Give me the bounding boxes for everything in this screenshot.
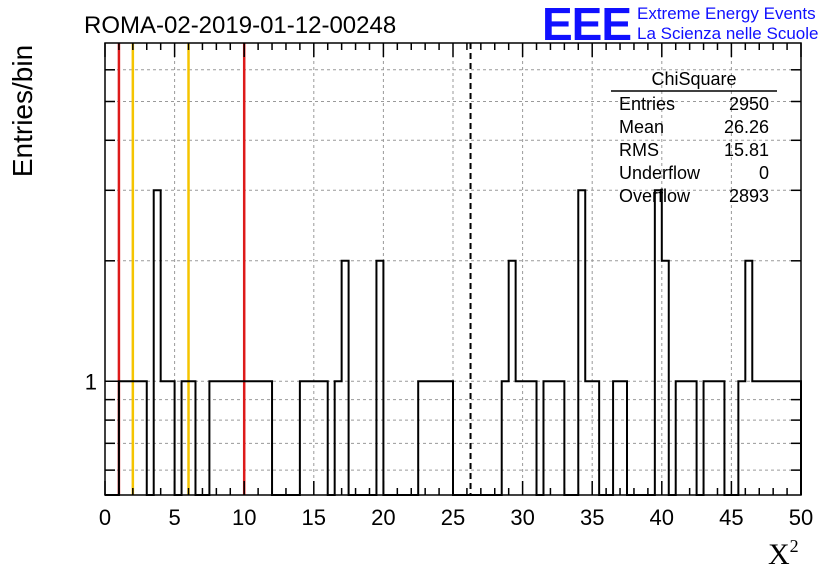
- stats-label-overflow: Overflow: [619, 186, 691, 206]
- stats-box: ChiSquare Entries 2950 Mean 26.26 RMS 15…: [611, 69, 777, 206]
- x-tick-label: 0: [99, 505, 111, 530]
- run-title: ROMA-02-2019-01-12-00248: [84, 12, 396, 39]
- axis-ticks: [104, 43, 802, 495]
- x-tick-label: 25: [441, 505, 465, 530]
- logo-line-1: Extreme Energy Events: [637, 4, 816, 23]
- x-tick-label: 15: [302, 505, 326, 530]
- y-tick-labels: 1: [85, 369, 97, 394]
- x-tick-label: 5: [168, 505, 180, 530]
- x-axis-label: X2: [768, 536, 799, 571]
- x-tick-label: 35: [580, 505, 604, 530]
- eee-logo: EEE Extreme Energy Events La Scienza nel…: [542, 0, 818, 50]
- stats-label-mean: Mean: [619, 117, 664, 137]
- logo-text: EEE: [542, 0, 631, 50]
- stats-label-entries: Entries: [619, 94, 675, 114]
- stats-title: ChiSquare: [651, 69, 736, 89]
- x-tick-label: 50: [789, 505, 813, 530]
- x-tick-label: 30: [510, 505, 534, 530]
- x-axis-label-superscript: 2: [790, 536, 799, 556]
- y-axis-label: Entries/bin: [7, 45, 38, 177]
- stats-value-rms: 15.81: [724, 140, 769, 160]
- logo-line-2: La Scienza nelle Scuole: [637, 24, 818, 43]
- x-tick-label: 10: [232, 505, 256, 530]
- stats-value-underflow: 0: [759, 163, 769, 183]
- stats-label-underflow: Underflow: [619, 163, 701, 183]
- y-tick-label: 1: [85, 369, 97, 394]
- stats-value-entries: 2950: [729, 94, 769, 114]
- x-tick-label: 20: [371, 505, 395, 530]
- x-tick-label: 45: [719, 505, 743, 530]
- x-tick-labels: 0 5 10 15 20 25 30 35 40 45 50: [99, 505, 813, 530]
- x-tick-label: 40: [650, 505, 674, 530]
- stats-value-overflow: 2893: [729, 186, 769, 206]
- stats-value-mean: 26.26: [724, 117, 769, 137]
- x-axis-label-base: X: [768, 538, 790, 571]
- stats-label-rms: RMS: [619, 140, 659, 160]
